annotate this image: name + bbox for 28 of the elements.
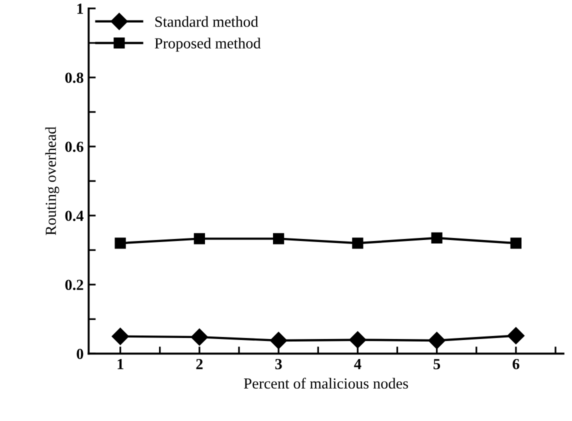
point [431,232,442,244]
point [428,332,446,350]
legend-label: Standard method [155,16,258,27]
point [114,238,126,249]
point [349,331,366,348]
legend-label: Proposed method [154,38,261,52]
y-tick-label: 0.6 [65,142,84,152]
point [112,328,129,345]
point [194,233,205,244]
y-tick-label: 0 [76,348,84,360]
x-tick-label: 6 [512,358,520,370]
x-tick-label: 3 [275,358,282,370]
point [273,233,284,244]
y-tick-label: 1 [77,4,84,14]
y-axis-title: Routing overhead [45,126,60,236]
y-tick-label: 0.8 [65,72,84,83]
y-tick-label: 0.4 [65,210,84,222]
x-tick-label: 2 [196,358,203,370]
x-tick-label: 5 [434,359,440,370]
point [507,327,524,344]
y-tick-label: 0.2 [65,280,84,290]
point [352,238,364,249]
x-tick-label: 4 [354,359,362,370]
x-tick-label: 1 [118,359,124,370]
point [270,332,288,350]
point [510,238,522,249]
x-axis-title: Percent of malicious nodes [244,378,408,389]
point [190,328,208,346]
